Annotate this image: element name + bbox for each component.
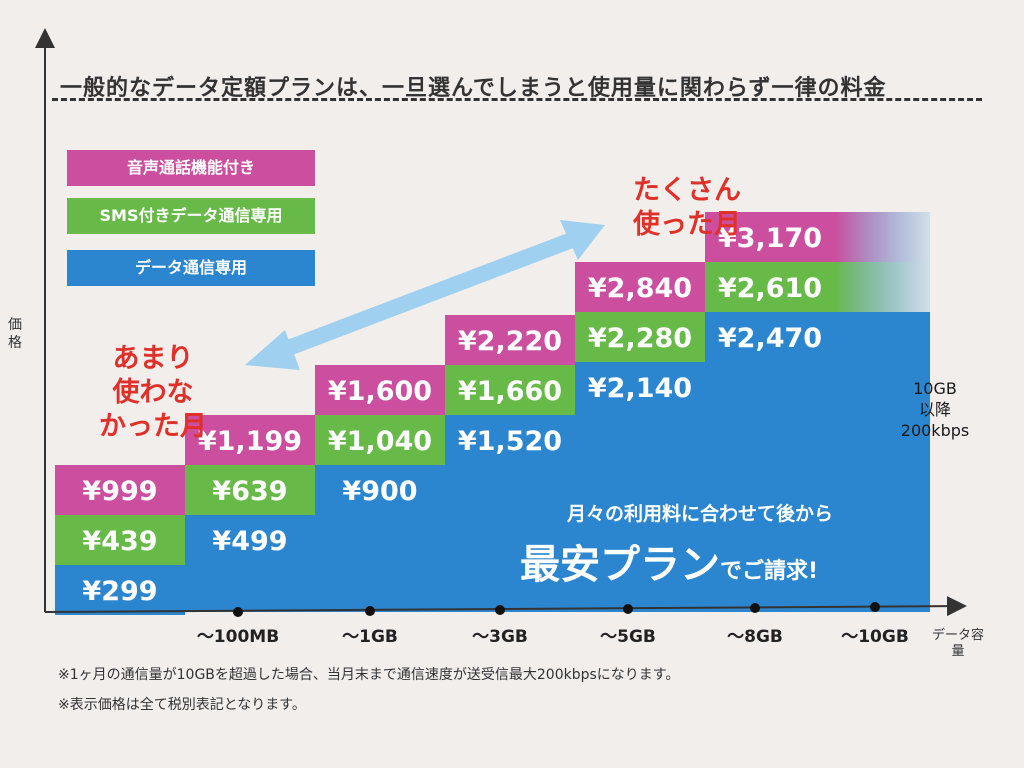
cap-line: 10GB (913, 379, 957, 398)
tick-dot (750, 603, 760, 613)
tick-label: ～5GB (600, 627, 656, 647)
label-data: ¥499 (212, 526, 287, 557)
bar-voice (55, 465, 185, 515)
bar-data (445, 415, 575, 465)
label-voice: ¥2,220 (458, 326, 562, 357)
heading-divider (52, 98, 982, 101)
high-usage-line: たくさん (633, 175, 741, 206)
low-usage-label: あまり 使わな かった月 (88, 342, 218, 444)
label-data: ¥1,520 (458, 426, 562, 457)
label-sms: ¥2,280 (588, 323, 692, 354)
bar-data (315, 465, 445, 515)
fade-voice (835, 212, 930, 262)
tick-dot (623, 604, 633, 614)
promo-small: でご請求! (720, 558, 818, 584)
label-sms: ¥2,610 (718, 273, 822, 304)
label-sms: ¥1,660 (458, 376, 562, 407)
label-voice: ¥1,600 (328, 376, 432, 407)
bar-voice (575, 262, 705, 312)
tick-dot (233, 607, 243, 617)
bar-voice (315, 365, 445, 415)
label-sms: ¥1,040 (328, 426, 432, 457)
page-heading: 一般的なデータ定額プランは、一旦選んでしまうと使用量に関わらず一律の料金 (60, 76, 887, 101)
bar-data (705, 312, 835, 362)
label-sms: ¥439 (82, 526, 157, 557)
footnote: ※表示価格は全て税別表記となります。 (58, 697, 306, 713)
fade-data (835, 312, 930, 612)
label-data: ¥2,470 (718, 323, 822, 354)
fade-sms (835, 262, 930, 312)
tick-label: ～8GB (727, 627, 783, 647)
bar-group (55, 212, 835, 615)
promo-line1: 月々の利用料に合わせて後から (566, 502, 833, 525)
bar-voice (445, 315, 575, 365)
promo-big: 最安プラン (520, 542, 720, 588)
label-data: ¥299 (82, 576, 157, 607)
bar-sms (315, 415, 445, 465)
tick-dot (495, 605, 505, 615)
bar-sms (185, 465, 315, 515)
footnote: ※1ヶ月の通信量が10GBを超過した場合、当月末まで通信速度が送受信最大200k… (58, 667, 680, 683)
bar-sms (445, 365, 575, 415)
bar-voice (705, 212, 835, 262)
x-ticks: ～100MB ～1GB ～3GB ～5GB ～8GB ～10GB (197, 602, 909, 647)
legend-voice: 音声通話機能付き (67, 150, 315, 186)
usage-arrow (245, 220, 605, 370)
bar-sms (575, 312, 705, 362)
tick-dot (870, 602, 880, 612)
legend-sms: SMS付きデータ通信専用 (67, 198, 315, 234)
tick-label: ～1GB (342, 627, 398, 647)
bar-data (55, 565, 185, 615)
bar-data (575, 362, 705, 412)
promo-line2: 最安プランでご請求! (520, 542, 818, 588)
low-usage-line: かった月 (99, 411, 207, 442)
label-data: ¥900 (342, 476, 417, 507)
label-voice: ¥2,840 (588, 273, 692, 304)
tick-label: ～10GB (841, 627, 909, 647)
high-usage-line: 使った月 (633, 209, 741, 240)
label-voice: ¥1,199 (198, 426, 302, 457)
x-axis (44, 596, 967, 617)
cap-label: 10GB 以降 200kbps (880, 378, 990, 441)
tick-label: ～100MB (197, 627, 279, 647)
price-label-group: ¥999 ¥439 ¥299 ¥1,199 ¥639 ¥499 ¥1,600 ¥1,040 ¥9… (82, 223, 822, 607)
low-usage-line: あまり (112, 343, 194, 374)
label-voice: ¥999 (82, 476, 157, 507)
legend-data: データ通信専用 (67, 250, 315, 286)
bar-sms (55, 515, 185, 565)
bar-data (185, 515, 315, 565)
cap-line: 200kbps (900, 421, 970, 440)
low-usage-line: 使わな (112, 377, 194, 408)
label-voice: ¥3,170 (718, 223, 822, 254)
x-axis-label: データ容量 (931, 628, 984, 659)
label-data: ¥2,140 (588, 373, 692, 404)
tick-dot (365, 606, 375, 616)
tick-label: ～3GB (472, 627, 528, 647)
bar-sms (705, 262, 835, 312)
high-usage-label: たくさん 使った月 (612, 174, 762, 242)
label-sms: ¥639 (212, 476, 287, 507)
y-axis-label: 価格 (8, 317, 22, 351)
bar-voice (185, 415, 315, 465)
cap-line: 以降 (918, 400, 951, 419)
